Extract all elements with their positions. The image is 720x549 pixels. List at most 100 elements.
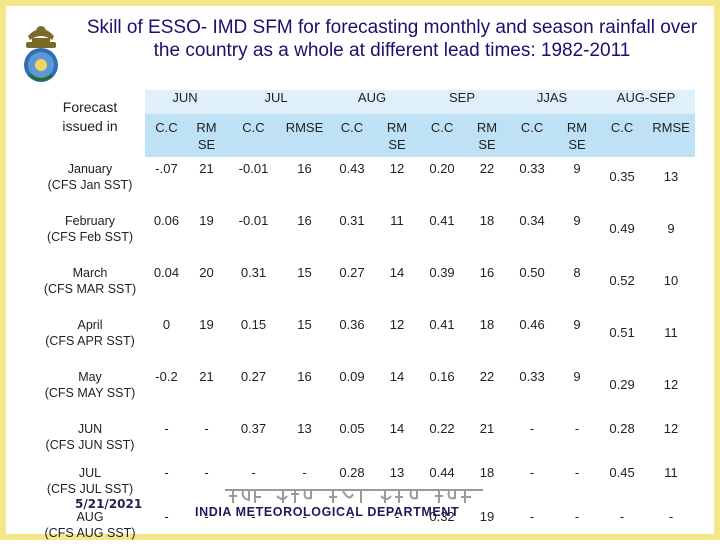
table-cell: - [619, 509, 625, 524]
table-row: May (CFS MAY SST) -0.2 21 0.27 16 0.09 14 0.16 22… [35, 365, 695, 417]
table-cell: 0.32 [429, 509, 455, 524]
table-cell: 0.31 [240, 265, 267, 280]
table-cell: 21 [199, 161, 214, 176]
forecast-month-label: AUG (CFS AUG SST) [44, 510, 136, 540]
table-cell: - [164, 509, 169, 524]
month-group-header: JUN [145, 90, 225, 114]
table-cell: - [302, 465, 307, 480]
table-cell: 19 [479, 509, 495, 524]
table-cell: 0.16 [429, 369, 455, 384]
table-cell: 0.27 [339, 265, 365, 280]
table-cell: 0.15 [240, 317, 267, 332]
forecast-month-label: April (CFS APR SST) [45, 318, 135, 348]
table-cell: 0.41 [429, 317, 455, 332]
table-cell: 0.34 [519, 213, 545, 228]
metric-header: C.C [417, 114, 468, 157]
table-cell: - [394, 509, 400, 524]
table-cell: - [204, 465, 209, 480]
metric-header: RMSE [647, 114, 696, 157]
table-cell: 13 [389, 465, 405, 480]
table-cell: 12 [663, 377, 679, 392]
month-group-header: JUL [225, 90, 327, 114]
table-cell: 0.49 [609, 221, 635, 236]
month-group-header: JJAS [507, 90, 598, 114]
metric-header: RM SE [377, 114, 418, 157]
table-cell: 0.28 [339, 465, 365, 480]
table-cell: - [529, 465, 535, 480]
table-cell: 0.22 [429, 421, 455, 436]
table-cell: 0.45 [609, 465, 635, 480]
table-cell: 8 [573, 265, 581, 280]
table-cell: 15 [297, 265, 312, 280]
table-cell: - [668, 509, 674, 524]
table-row: AUG (CFS AUG SST) - - - - - - 0.32 19 - - - - [35, 505, 695, 549]
forecast-month-label: January (CFS Jan SST) [47, 162, 133, 192]
table-cell: 12 [389, 161, 405, 176]
table-cell: 9 [573, 161, 581, 176]
table-cell: 0.27 [240, 369, 267, 384]
table-cell: - [349, 509, 355, 524]
department-name: INDIA METEOROLOGICAL DEPARTMENT [195, 505, 460, 519]
metric-header: C.C [507, 114, 558, 157]
table-row: JUN (CFS JUN SST) - - 0.37 13 0.05 14 0.22 21 - - 0.… [35, 417, 695, 461]
metric-header: C.C [145, 114, 188, 157]
table-cell: 9 [667, 221, 675, 236]
table-row: March (CFS MAR SST) 0.04 20 0.31 15 0.27 14 0.39… [35, 261, 695, 313]
table-cell: 16 [297, 161, 312, 176]
table-cell: 0.50 [519, 265, 545, 280]
table-cell: - [164, 465, 169, 480]
table-cell: 0.37 [240, 421, 267, 436]
month-header-row: Forecast issued in JUN JUL AUG SEP JJAS AUG-SEP [35, 90, 696, 134]
table-cell: - [251, 509, 256, 524]
table-cell: -0.01 [238, 161, 269, 176]
table-row: JUL (CFS JUL SST) - - - - 0.28 13 0.44 18 - - 0.45 11 [35, 461, 695, 505]
table-cell: 0.28 [609, 421, 635, 436]
table-cell: 9 [573, 213, 581, 228]
table-row: April (CFS APR SST) 0 19 0.15 15 0.36 12 0.41 18 0… [35, 313, 695, 365]
table-cell: 12 [389, 317, 405, 332]
table-cell: 16 [479, 265, 495, 280]
table-cell: 0.06 [153, 213, 180, 228]
slide-date: 5/21/2021 [75, 497, 143, 511]
table-cell: - [574, 509, 580, 524]
imd-emblem-logo [24, 26, 58, 82]
table-cell: 21 [199, 369, 214, 384]
metric-header: RM SE [188, 114, 225, 157]
table-cell: -0.2 [155, 369, 178, 384]
table-cell: 21 [479, 421, 495, 436]
month-group-header: AUG-SEP [597, 90, 696, 114]
table-cell: - [529, 509, 535, 524]
table-cell: 0.33 [519, 161, 545, 176]
table-cell: 19 [199, 317, 214, 332]
table-cell: -0.01 [238, 213, 269, 228]
hindi-department-logotype [225, 489, 483, 503]
metric-header: RMSE [282, 114, 327, 157]
table-row: February (CFS Feb SST) 0.06 19 -0.01 16 0.31 11… [35, 209, 695, 261]
table-cell: 0.41 [429, 213, 455, 228]
month-group-header: AUG [327, 90, 418, 114]
forecast-month-label: JUL (CFS JUL SST) [46, 466, 134, 496]
table-cell: 20 [199, 265, 214, 280]
forecast-month-label: February (CFS Feb SST) [46, 214, 134, 244]
table-cell: 9 [573, 369, 581, 384]
table-cell: - [204, 421, 209, 436]
forecast-issued-header: Forecast issued in [62, 99, 118, 134]
table-cell: 0.04 [153, 265, 180, 280]
table-cell: 0.43 [339, 161, 365, 176]
table-cell: - [529, 421, 535, 436]
table-cell: 12 [663, 421, 679, 436]
table-cell: 0.20 [429, 161, 455, 176]
table-cell: 0.44 [429, 465, 455, 480]
table-cell: 11 [390, 213, 404, 228]
table-cell: 0.39 [429, 265, 455, 280]
table-cell: 18 [479, 213, 495, 228]
table-cell: 15 [297, 317, 312, 332]
table-cell: 0 [162, 317, 171, 332]
table-cell: 14 [389, 369, 405, 384]
table-cell: 16 [297, 213, 312, 228]
table-cell: 19 [199, 213, 214, 228]
table-cell: -.07 [155, 161, 178, 176]
table-cell: 11 [664, 325, 678, 340]
table-cell: 14 [389, 265, 405, 280]
table-cell: 14 [389, 421, 405, 436]
